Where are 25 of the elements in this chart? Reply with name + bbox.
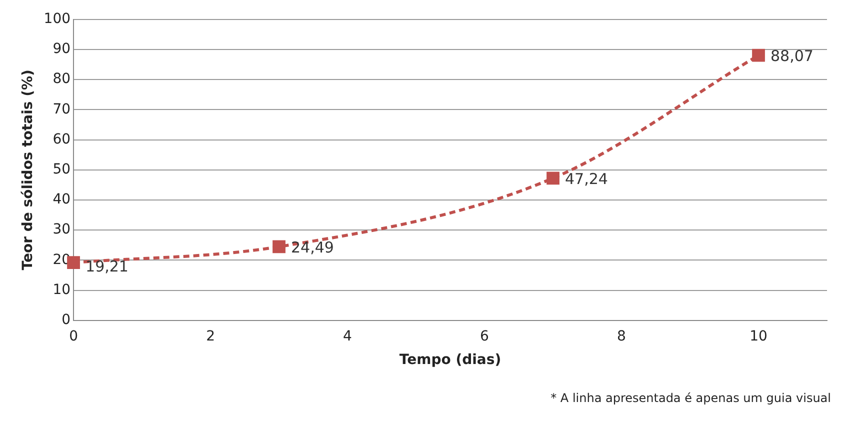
data-label: 47,24 [565,170,608,188]
x-axis-title: Tempo (dias) [399,352,502,368]
point [272,240,286,254]
data-label: 88,07 [770,47,814,66]
y-tick-label: 40 [52,192,71,208]
y-tick-label: 10 [52,282,71,298]
y-tick-label: 50 [52,162,71,178]
y-tick-label: 100 [44,11,71,28]
y-tick-label: 30 [52,222,71,238]
x-tick-label: 2 [206,328,215,344]
y-tick-label: 70 [52,101,71,118]
point [546,172,560,185]
x-tick-label: 6 [480,328,490,344]
y-tick-label: 60 [52,131,71,148]
y-tick-label: 90 [52,41,71,58]
y-axis-title: Teor de sólidos totais (%) [20,70,36,270]
data-label: 24,49 [291,238,334,257]
point [752,48,765,62]
x-tick-label: 10 [750,328,768,344]
y-tick-label: 80 [52,71,71,88]
text: * A linha apresentada é apenas um guia visual [550,391,831,405]
y-tick-label: 0 [62,312,71,328]
x-tick-label: 4 [343,328,352,344]
data-label: 19,21 [86,257,128,276]
x-tick-label: 8 [617,328,626,344]
